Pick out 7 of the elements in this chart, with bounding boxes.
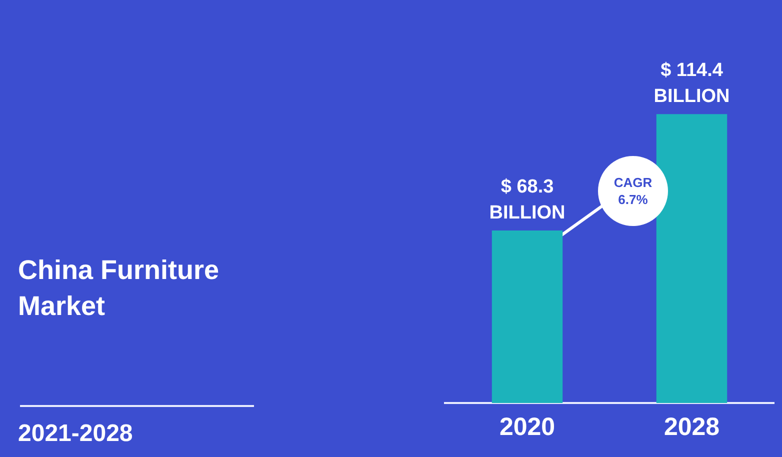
data-label: $ 114.4 BILLION — [654, 60, 730, 107]
text: 2021-2028 — [18, 420, 133, 448]
x-tick-label: 2028 — [664, 412, 720, 441]
x-tick-label: 2020 — [499, 412, 556, 441]
text: China Furniture Market — [18, 254, 220, 323]
circle-badge: CAGR 6.7% — [598, 156, 668, 226]
data-label: $ 68.3 BILLION — [489, 176, 566, 224]
